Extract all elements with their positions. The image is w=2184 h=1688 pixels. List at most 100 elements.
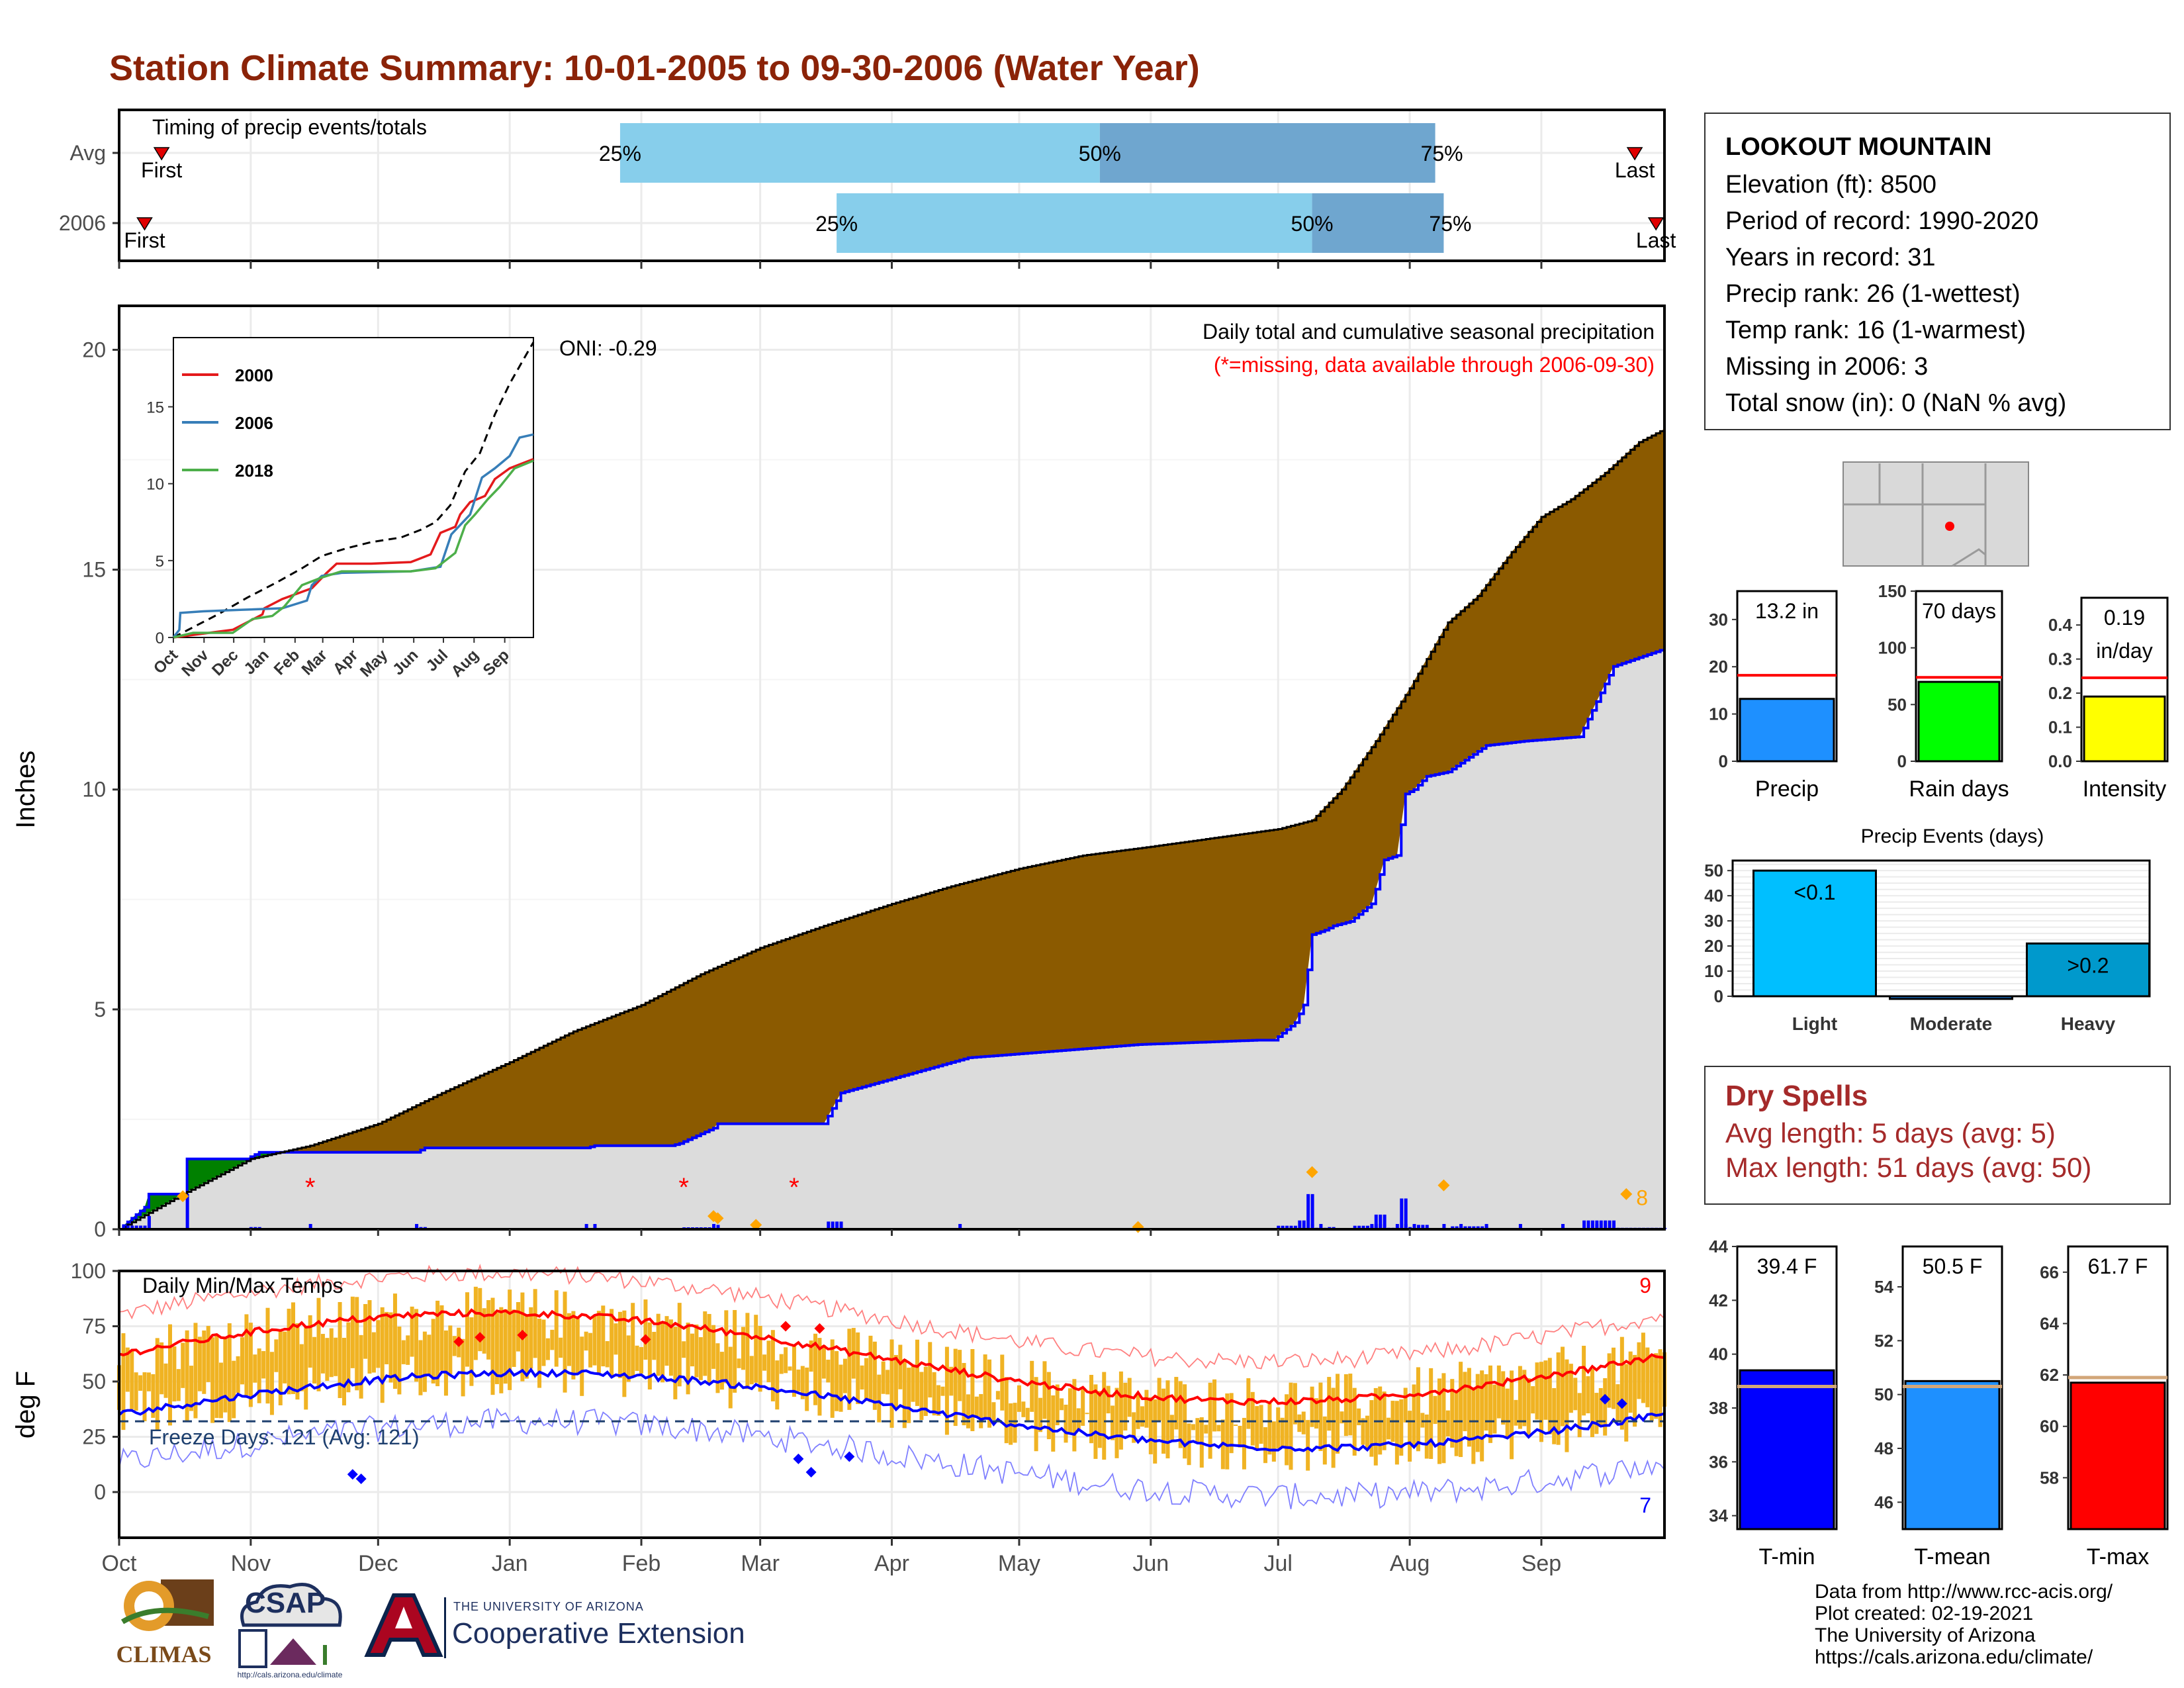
daily-temp-bar xyxy=(698,1337,703,1380)
record-high-marker xyxy=(475,1332,486,1343)
daily-temp-bar xyxy=(524,1315,529,1379)
daily-temp-bar xyxy=(1484,1374,1488,1431)
daily-temp-bar xyxy=(588,1333,593,1368)
daily-precip-bar xyxy=(1604,1220,1608,1229)
temp-bar-value xyxy=(2070,1382,2166,1530)
daily-temp-bar xyxy=(253,1354,257,1383)
daily-temp-bar xyxy=(979,1393,983,1429)
daily-temp-bar xyxy=(371,1332,376,1373)
daily-temp-bar xyxy=(928,1342,933,1398)
footer-url: https://cals.arizona.edu/climate/ xyxy=(1815,1646,2093,1668)
daily-temp-bar xyxy=(265,1307,270,1404)
daily-temp-bar xyxy=(1259,1405,1263,1444)
daily-temp-bar xyxy=(1543,1360,1548,1420)
temp-bar-ytick-label: 44 xyxy=(1709,1237,1728,1256)
daily-temp-bar xyxy=(189,1366,194,1411)
daily-temp-bar xyxy=(1153,1399,1158,1464)
station-elevation: Elevation (ft): 8500 xyxy=(1725,171,1936,199)
daily-temp-bar xyxy=(210,1337,215,1423)
timing-bar-25-50 xyxy=(619,123,1100,183)
record-high-marker xyxy=(814,1323,825,1334)
daily-temp-bar xyxy=(218,1362,223,1419)
daily-precip-bar xyxy=(126,1225,130,1229)
daily-temp-bar xyxy=(805,1367,809,1411)
daily-temp-bar xyxy=(877,1374,882,1423)
daily-temp-bar xyxy=(367,1300,372,1374)
timing-panel: 25% 50% 75% First Last Avg 25% 50% 75% First Last 2… xyxy=(59,109,1676,269)
daily-temp-bar xyxy=(214,1335,219,1419)
daily-temp-bar xyxy=(304,1326,308,1410)
summary-bar-label: Intensity xyxy=(2083,776,2167,802)
month-label: Jun xyxy=(1132,1551,1169,1576)
daily-temp-bar xyxy=(1140,1406,1144,1427)
temp-bar-ytick-label: 52 xyxy=(1874,1331,1893,1350)
daily-precip-bar xyxy=(122,1225,126,1229)
month-label: Mar xyxy=(741,1551,780,1576)
daily-temp-bar xyxy=(1106,1385,1111,1414)
inset-line-2018 xyxy=(173,459,534,639)
daily-temp-bar xyxy=(299,1344,304,1391)
daily-temp-bar xyxy=(643,1299,648,1360)
heavy-event-marker xyxy=(1437,1179,1450,1192)
daily-temp-bar xyxy=(1361,1418,1365,1445)
timing-label-25: 25% xyxy=(815,212,858,236)
daily-temp-bar xyxy=(991,1402,996,1421)
daily-temp-bar xyxy=(291,1302,296,1394)
record-max-line xyxy=(118,1264,1665,1370)
daily-temp-bar xyxy=(617,1311,622,1378)
daily-temp-bar xyxy=(571,1311,576,1380)
daily-temp-bar xyxy=(341,1337,346,1406)
daily-temp-bar xyxy=(686,1323,690,1395)
daily-temp-bar xyxy=(1144,1389,1149,1428)
daily-temp-bar xyxy=(1331,1387,1336,1468)
daily-temp-bar xyxy=(176,1369,181,1401)
daily-temp-bar xyxy=(953,1348,958,1427)
daily-temp-bar xyxy=(1492,1384,1497,1434)
summary-bar-value-label: 0.19 xyxy=(2104,606,2145,630)
month-label: Jul xyxy=(1264,1551,1293,1576)
daily-temp-bar xyxy=(1118,1371,1123,1450)
daily-temp-bar xyxy=(775,1360,780,1410)
daily-temp-bar xyxy=(1285,1394,1289,1466)
daily-temp-bar xyxy=(1115,1387,1119,1458)
temp-bar-ytick-label: 38 xyxy=(1709,1398,1728,1418)
footer-data-source: Data from http://www.rcc-acis.org/ xyxy=(1815,1581,2113,1603)
daily-temp-bar xyxy=(1420,1413,1425,1428)
daily-temp-bar xyxy=(380,1307,385,1403)
daily-temp-bar xyxy=(881,1361,886,1394)
daily-temp-bar xyxy=(388,1312,393,1383)
summary-bar-ytick-label: 0.2 xyxy=(2048,683,2072,703)
daily-temp-bar xyxy=(813,1333,818,1405)
daily-temp-bar xyxy=(1598,1387,1603,1427)
daily-temp-bar xyxy=(559,1337,563,1358)
daily-temp-bar xyxy=(872,1341,877,1410)
timing-bar-50-75 xyxy=(1312,193,1444,253)
station-missing: Missing in 2006: 3 xyxy=(1725,353,1929,381)
precip-events-panel: Precip Events (days) <0.1 Light Moderate >0.… xyxy=(1704,825,2151,1034)
daily-temp-bar xyxy=(355,1297,359,1391)
daily-temp-bar xyxy=(494,1313,499,1384)
temp-ytick-label: 0 xyxy=(94,1480,106,1504)
daily-temp-bar xyxy=(287,1309,291,1395)
summary-bar-ytick-label: 10 xyxy=(1709,704,1728,724)
daily-precip-bar xyxy=(1442,1224,1446,1229)
daily-temp-bar xyxy=(1450,1379,1455,1448)
daily-temp-bar xyxy=(1038,1397,1043,1432)
daily-precip-bar xyxy=(1365,1225,1369,1229)
heavy-event-marker xyxy=(1620,1188,1633,1200)
oni-label: ONI: -0.29 xyxy=(559,336,657,360)
daily-temp-bar xyxy=(392,1293,397,1389)
daily-temp-bar xyxy=(1336,1374,1340,1454)
daily-temp-bar xyxy=(452,1336,457,1356)
daily-precip-bar xyxy=(1310,1224,1314,1229)
temp-bar-label: T-mean xyxy=(1914,1544,1990,1570)
daily-temp-bar xyxy=(601,1305,606,1367)
daily-temp-bar xyxy=(418,1340,423,1395)
daily-temp-bar xyxy=(1102,1372,1107,1460)
temp-bar-ytick-label: 48 xyxy=(1874,1438,1893,1458)
temp-panel-title: Daily Min/Max Temps xyxy=(142,1274,343,1297)
daily-temp-bar xyxy=(338,1301,342,1399)
daily-temp-bar xyxy=(995,1391,1000,1400)
daily-precip-bar xyxy=(1302,1220,1306,1229)
precip-events-category: Heavy xyxy=(2061,1013,2116,1034)
